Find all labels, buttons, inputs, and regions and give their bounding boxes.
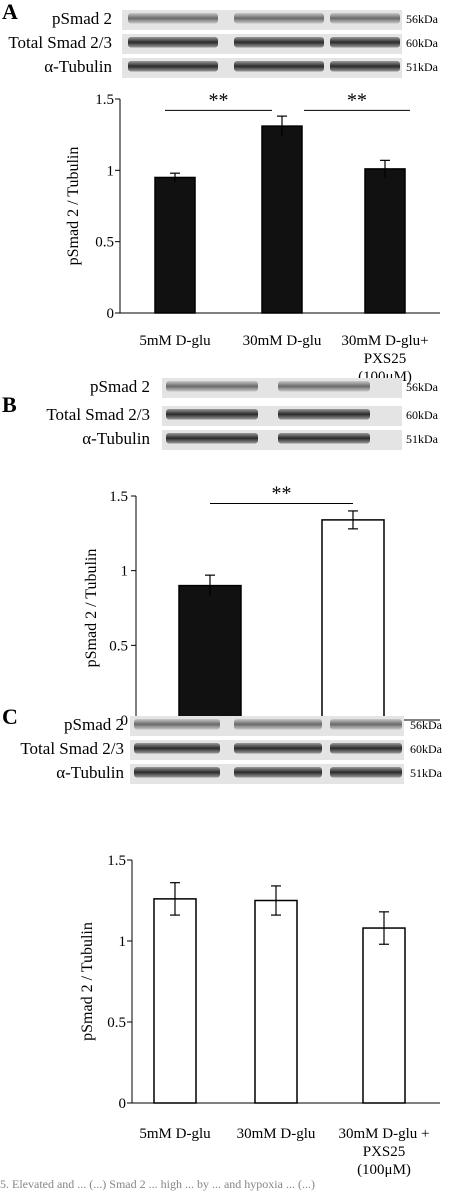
y-tick-label: 1 xyxy=(121,564,129,580)
blot-kda-label: 60kDa xyxy=(410,742,443,756)
bar xyxy=(321,519,385,721)
blot-band xyxy=(278,381,370,392)
x-category-label: (100μM) xyxy=(357,1162,411,1178)
y-tick-label: 1 xyxy=(107,163,115,179)
bar xyxy=(362,927,406,1104)
caption-text: 5. Elevated and ... (...) Smad 2 ... hig… xyxy=(0,1177,315,1191)
blot-band xyxy=(330,13,400,24)
blot-band xyxy=(234,13,324,24)
y-tick-label: 0.5 xyxy=(107,1015,126,1031)
blot-label: pSmad 2 xyxy=(64,715,124,734)
significance-label: ** xyxy=(209,89,229,111)
western-blot: pSmad 2 56kDa Total Smad 2/3 60kDa α-Tubulin… xyxy=(46,377,439,450)
panel-label: A xyxy=(2,0,18,24)
y-tick-label: 0 xyxy=(119,1096,127,1112)
bar xyxy=(261,125,303,314)
blot-label: Total Smad 2/3 xyxy=(8,33,112,52)
x-category-label: 30mM D-glu+ xyxy=(341,333,428,349)
y-tick-label: 1 xyxy=(119,934,127,950)
blot-kda-label: 51kDa xyxy=(406,432,439,446)
blot-label: α-Tubulin xyxy=(56,763,124,782)
x-category-label: 30mM D-glu xyxy=(243,333,322,349)
blot-band xyxy=(234,767,322,778)
blot-band xyxy=(166,381,258,392)
bar xyxy=(153,898,197,1104)
x-category-label: 30mM D-glu + xyxy=(339,1126,430,1142)
blot-label: pSmad 2 xyxy=(90,377,150,396)
blot-label: Total Smad 2/3 xyxy=(46,405,150,424)
blot-kda-label: 51kDa xyxy=(410,766,443,780)
figure-caption: 5. Elevated and ... (...) Smad 2 ... hig… xyxy=(0,1176,474,1193)
y-tick-label: 0 xyxy=(107,306,115,322)
y-tick-label: 1.5 xyxy=(109,489,128,505)
blot-band xyxy=(278,433,370,444)
blot-band xyxy=(166,409,258,420)
blot-band xyxy=(330,767,402,778)
y-tick-label: 0.5 xyxy=(95,235,114,251)
blot-band xyxy=(128,61,218,72)
x-category-label: 5mM D-glu xyxy=(139,333,211,349)
y-tick-label: 0 xyxy=(121,713,129,729)
blot-band xyxy=(330,61,400,72)
blot-band xyxy=(330,719,402,730)
bar xyxy=(254,899,298,1104)
blot-kda-label: 56kDa xyxy=(406,380,439,394)
blot-band xyxy=(134,719,220,730)
blot-kda-label: 56kDa xyxy=(406,12,439,26)
blot-band xyxy=(234,61,324,72)
blot-label: α-Tubulin xyxy=(82,429,150,448)
y-tick-label: 1.5 xyxy=(95,92,114,108)
bar xyxy=(154,176,196,314)
blot-band xyxy=(134,767,220,778)
y-axis-label: pSmad 2 / Tubulin xyxy=(79,922,96,1041)
y-tick-label: 1.5 xyxy=(107,853,126,869)
blot-band xyxy=(128,13,218,24)
blot-band xyxy=(330,743,402,754)
blot-band xyxy=(166,433,258,444)
blot-band xyxy=(134,743,220,754)
blot-label: Total Smad 2/3 xyxy=(20,739,124,758)
significance-label: ** xyxy=(347,89,367,111)
blot-kda-label: 56kDa xyxy=(410,718,443,732)
blot-kda-label: 60kDa xyxy=(406,36,439,50)
x-category-label: 30mM D-glu xyxy=(237,1126,316,1142)
blot-kda-label: 60kDa xyxy=(406,408,439,422)
blot-label: pSmad 2 xyxy=(52,9,112,28)
blot-band xyxy=(278,409,370,420)
blot-band xyxy=(330,37,400,48)
significance-label: ** xyxy=(272,482,292,504)
x-category-label: PXS25 xyxy=(364,351,407,367)
blot-kda-label: 51kDa xyxy=(406,60,439,74)
y-axis-label: pSmad 2 / Tubulin xyxy=(65,147,82,266)
western-blot: pSmad 2 56kDa Total Smad 2/3 60kDa α-Tubulin… xyxy=(20,715,443,784)
panel-label: B xyxy=(2,392,17,417)
western-blot: pSmad 2 56kDa Total Smad 2/3 60kDa α-Tubulin… xyxy=(8,9,439,78)
y-axis-label: pSmad 2 / Tubulin xyxy=(83,549,100,668)
blot-band xyxy=(234,743,322,754)
panel-label: C xyxy=(2,704,18,729)
x-category-label: 5mM D-glu xyxy=(139,1126,211,1142)
blot-band xyxy=(234,37,324,48)
blot-label: α-Tubulin xyxy=(44,57,112,76)
bar xyxy=(178,584,242,721)
y-tick-label: 0.5 xyxy=(109,638,128,654)
blot-band xyxy=(128,37,218,48)
bar xyxy=(364,168,406,314)
blot-band xyxy=(234,719,322,730)
x-category-label: PXS25 xyxy=(363,1144,406,1160)
